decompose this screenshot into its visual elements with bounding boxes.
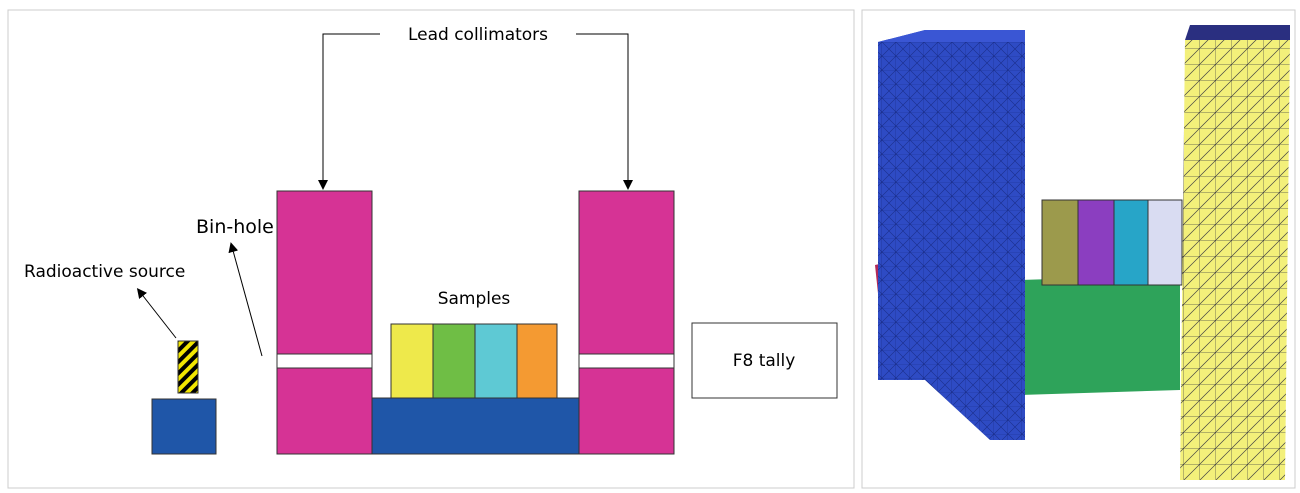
sample [516, 323, 558, 399]
collimator-top [878, 30, 1025, 42]
collimator-3d [1180, 40, 1290, 480]
sample [390, 323, 434, 399]
label-collimators: Lead collimators [408, 25, 548, 45]
arrow [576, 33, 633, 190]
arrow [228, 242, 263, 357]
arrow [318, 33, 380, 190]
arrow [136, 288, 177, 339]
base [371, 397, 580, 455]
collimator-top [1185, 25, 1290, 40]
label-samples: Samples [438, 289, 511, 309]
label-binhole: Bin-hole [196, 216, 274, 238]
collimator-left [276, 190, 373, 455]
bin-hole-right [578, 353, 675, 369]
render-panel [861, 9, 1296, 489]
schematic-panel: Lead collimators Samples Radioactive sou… [7, 9, 855, 489]
collimator-right [578, 190, 675, 455]
sample [432, 323, 476, 399]
sample-3d [1113, 199, 1149, 286]
bin-hole-left [276, 353, 373, 369]
label-source: Radioactive source [24, 262, 185, 282]
tally-box [691, 322, 838, 399]
panel-border [861, 9, 1296, 489]
source-holder [151, 398, 217, 455]
sample-3d [1041, 199, 1079, 286]
collimator-3d [878, 30, 1025, 440]
sample-3d [1077, 199, 1115, 286]
label-tally: F8 tally [733, 351, 796, 371]
sample [474, 323, 518, 399]
panel-border [7, 9, 855, 489]
base-3d [1020, 275, 1180, 395]
sample-3d [1147, 199, 1183, 286]
source [177, 340, 199, 394]
